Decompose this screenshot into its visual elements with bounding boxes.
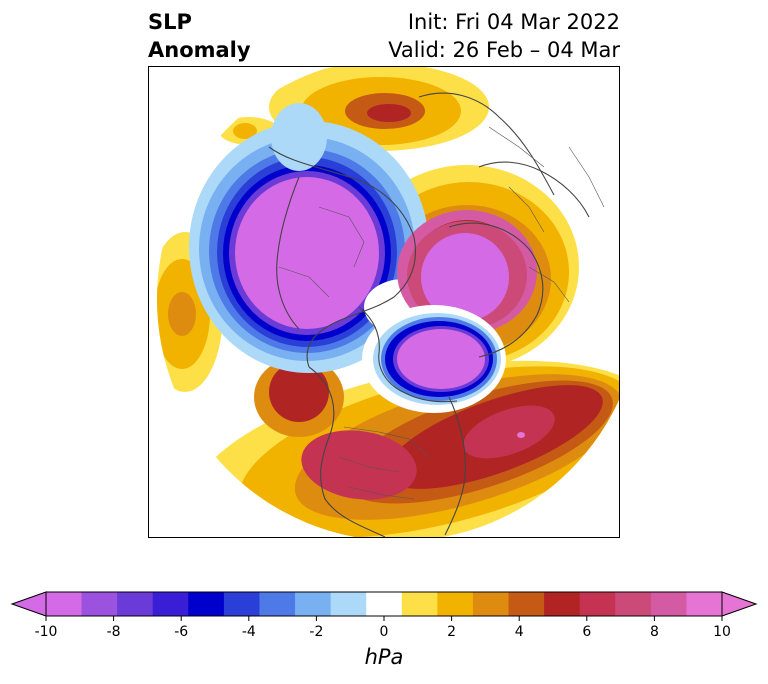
slp-anomaly-map [157,67,619,537]
colorbar-swatch [188,592,225,616]
colorbar-swatch [650,592,687,616]
colorbar-tick-label: 6 [582,624,591,640]
colorbar-swatch [437,592,474,616]
colorbar-swatch [259,592,296,616]
country-borders [278,126,605,500]
colorbar-tick-label: -4 [242,624,256,640]
colorbar-tick-label: -8 [107,624,121,640]
colorbar-swatch [401,592,438,616]
colorbar-swatch [152,592,189,616]
colorbar-swatch [366,592,403,616]
map-panel [148,66,620,538]
colorbar-swatch [46,592,83,616]
colorbar-swatch [330,592,367,616]
colorbar-tick-label: -2 [309,624,323,640]
init-date: Init: Fri 04 Mar 2022 [407,10,620,34]
colorbar-swatch [223,592,260,616]
colorbar-tick-label: 2 [447,624,456,640]
title-line-anomaly: Anomaly [148,38,251,62]
colorbar-swatch [579,592,616,616]
colorbar-swatch [117,592,154,616]
colorbar-swatch [295,592,332,616]
high-pressure-west-flank [254,357,344,437]
map-dates: Init: Fri 04 Mar 2022 Valid: 26 Feb – 04… [388,8,620,64]
colorbar-swatch [472,592,510,616]
coastlines [268,92,590,537]
map-title: SLP Anomaly [148,8,251,64]
colorbar-swatch [508,592,545,616]
colorbar-tick-label: 8 [650,624,659,640]
valid-range: Valid: 26 Feb – 04 Mar [388,38,620,62]
colorbar-swatch [615,592,652,616]
colorbar-extend-min [10,591,47,617]
colorbar-tick-label: 10 [713,624,731,640]
colorbar-unit-label: hPa [364,645,404,669]
colorbar-swatch [544,592,581,616]
colorbar: -10 -8 -6 -4 -2 0 2 4 6 8 10 [10,591,758,640]
colorbar-tick-label: -6 [174,624,188,640]
title-line-variable: SLP [148,10,192,34]
low-pressure-arctic-atlantic [362,305,506,413]
low-pressure-eurasia [397,210,537,334]
colorbar-tick-label: 4 [515,624,524,640]
colorbar-extend-max [721,591,758,617]
colorbar-tick-label: 0 [380,624,389,640]
anomaly-field [157,67,619,537]
colorbar-swatch [686,592,723,616]
colorbar-swatch [81,592,118,616]
colorbar-tick-label: -10 [35,624,58,640]
